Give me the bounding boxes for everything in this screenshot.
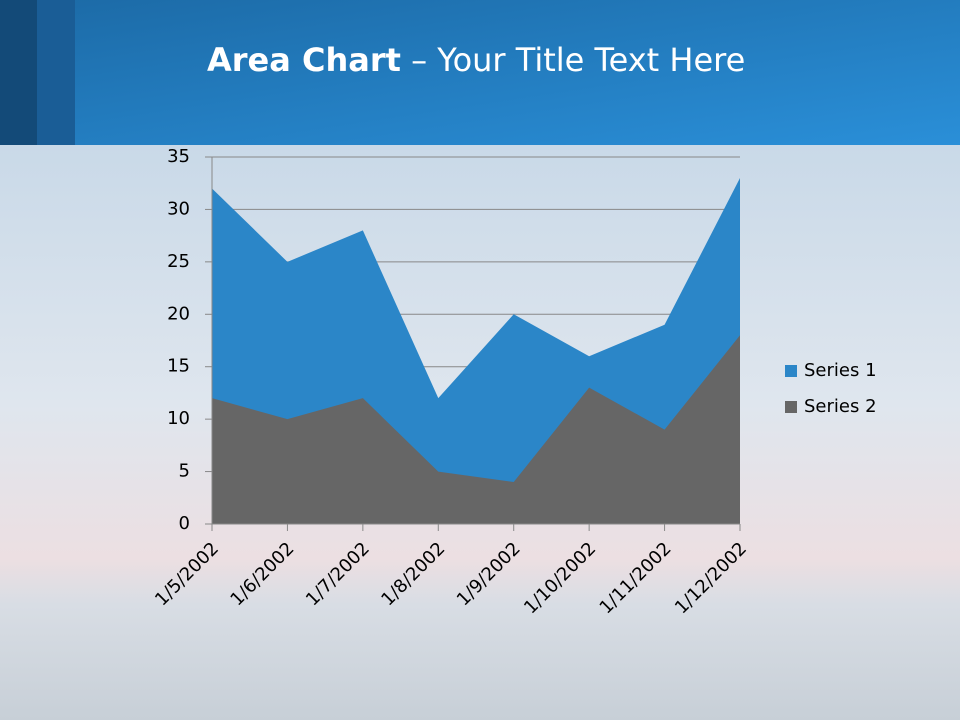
y-tick-label: 15 — [167, 356, 190, 377]
header-strip — [37, 0, 75, 145]
y-tick-label: 35 — [167, 146, 190, 167]
area — [212, 335, 740, 524]
header-strip — [0, 0, 37, 145]
legend-swatch — [785, 401, 797, 413]
y-tick-label: 25 — [167, 251, 190, 272]
title-rest: – Your Title Text Here — [411, 41, 745, 79]
y-tick-label: 0 — [179, 513, 190, 534]
y-tick-label: 30 — [167, 198, 190, 219]
legend-label: Series 1 — [804, 360, 877, 381]
y-tick-label: 5 — [179, 461, 190, 482]
slide-title: Area Chart – Your Title Text Here — [207, 41, 745, 79]
y-tick-label: 10 — [167, 408, 190, 429]
title-bold: Area Chart — [207, 41, 401, 79]
header-band — [0, 0, 960, 145]
y-tick-label: 20 — [167, 303, 190, 324]
legend-label: Series 2 — [804, 396, 877, 417]
legend-swatch — [785, 365, 797, 377]
